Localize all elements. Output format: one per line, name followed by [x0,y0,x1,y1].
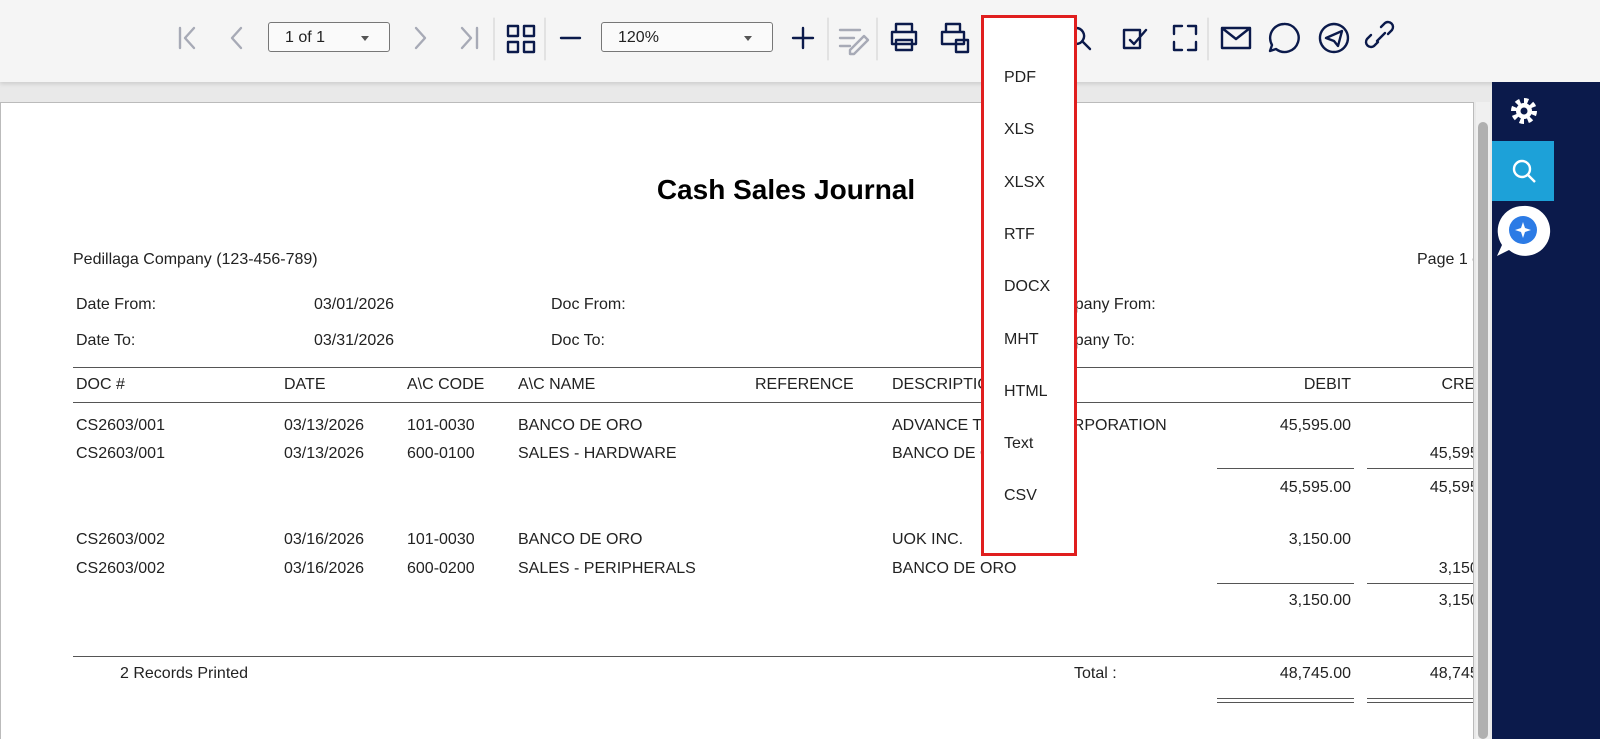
next-page[interactable] [414,26,427,50]
export-option[interactable]: MHT [1004,330,1039,348]
column-header: REFERENCE [755,376,854,393]
page-select[interactable]: 1 of 1 [268,22,390,52]
filter-value: 03/01/2026 [314,296,395,313]
total-credit: 48,745.00 [1429,665,1473,682]
export-option[interactable]: XLS [1004,121,1035,139]
cell-name: SALES - PERIPHERALS [518,560,696,577]
subtotal-rule [1217,468,1354,469]
records-printed: 2 Records Printed [120,665,249,682]
telegram[interactable] [1318,22,1350,54]
double-rule [1367,702,1473,703]
search-tab[interactable] [1492,141,1554,201]
subtotal-debit: 45,595.00 [1279,479,1351,496]
prev-page[interactable] [230,26,243,50]
cell-name: BANCO DE ORO [518,531,643,548]
filter-label: Doc To: [551,332,605,349]
subtotal-debit: 3,150.00 [1288,592,1351,609]
total-label: Total : [1074,665,1117,682]
column-header: A\C CODE [407,376,485,393]
rule [73,656,1473,657]
column-header: DESCRIPTION [892,376,1002,393]
cell-date: 03/16/2026 [284,531,365,548]
toolbar-icons [178,17,1395,61]
subtotal-credit: 3,150.00 [1438,592,1473,609]
company-name: Pedillaga Company (123-456-789) [73,251,318,268]
sign[interactable] [1122,28,1148,50]
export-menu: PDF XLS XLSX RTF DOCX MHT HTML Text CSV [981,15,1077,556]
fullscreen[interactable] [1172,24,1198,52]
export-option[interactable]: XLSX [1004,173,1045,191]
rule [73,367,1473,368]
subtotal-credit: 45,595.00 [1429,479,1473,496]
cell-doc: CS2603/002 [76,531,165,548]
print[interactable] [890,22,918,52]
scrollbar[interactable] [1476,102,1490,739]
subtotal-rule [1367,583,1473,584]
zoom-in[interactable] [791,26,815,50]
report-title: Cash Sales Journal [656,174,916,205]
cell-code: 600-0100 [407,445,475,462]
cell-description: BANCO DE ORO [892,560,1017,577]
rule [73,402,1473,403]
print-page[interactable] [940,22,970,54]
cell-debit: 45,595.00 [1279,417,1351,434]
cell-code: 101-0030 [407,417,475,434]
cell-credit: 3,150.00 [1438,560,1473,577]
cell-credit: 45,595.00 [1429,445,1473,462]
cell-name: SALES - HARDWARE [518,445,677,462]
filter-label: Date To: [76,332,136,349]
filter-label: Date From: [76,296,157,313]
subtotal-rule [1367,468,1473,469]
email[interactable] [1220,26,1252,50]
cell-date: 03/16/2026 [284,560,365,577]
subtotal-rule [1217,583,1354,584]
edit[interactable] [838,28,870,56]
export-option[interactable]: Text [1004,435,1034,453]
export-option[interactable]: RTF [1004,225,1035,243]
double-rule [1367,698,1473,699]
double-rule [1217,702,1354,703]
double-rule [1217,698,1354,699]
sidebar-icons [1492,98,1554,256]
report-page: Cash Sales Journal Pedillaga Company (123… [0,102,1474,739]
column-header: DOC # [76,376,125,393]
cell-doc: CS2603/001 [76,417,165,434]
cell-code: 101-0030 [407,531,475,548]
column-header: CREDIT [1441,376,1474,393]
export-option[interactable]: CSV [1004,487,1037,505]
cell-code: 600-0200 [407,560,475,577]
filter-value: 03/31/2026 [314,332,395,349]
thumbnails[interactable] [506,24,536,54]
total-debit: 48,745.00 [1279,665,1351,682]
cell-date: 03/13/2026 [284,417,365,434]
filter-label: Doc From: [551,296,626,313]
cell-debit: 3,150.00 [1288,531,1351,548]
whatsapp[interactable] [1268,22,1300,54]
export-option[interactable]: HTML [1004,382,1048,400]
cell-doc: CS2603/001 [76,445,165,462]
column-header: A\C NAME [518,376,596,393]
cell-name: BANCO DE ORO [518,417,643,434]
export-option[interactable]: DOCX [1004,278,1051,296]
cell-doc: CS2603/002 [76,560,165,577]
cell-date: 03/13/2026 [284,445,365,462]
link[interactable] [1364,20,1395,49]
assistant[interactable] [1497,205,1551,256]
column-header: DATE [284,376,326,393]
toolbar: 1 of 1 120% [0,0,1600,82]
export-option[interactable]: PDF [1004,69,1036,86]
sidebar [1492,82,1600,739]
first-page[interactable] [178,26,196,50]
column-header: DEBIT [1303,376,1351,393]
page-number: Page 1 of 1 [1417,251,1473,268]
last-page[interactable] [460,26,479,50]
settings[interactable] [1511,98,1537,124]
cell-description: UOK INC. [892,531,964,548]
zoom-select[interactable]: 120% [601,22,773,52]
